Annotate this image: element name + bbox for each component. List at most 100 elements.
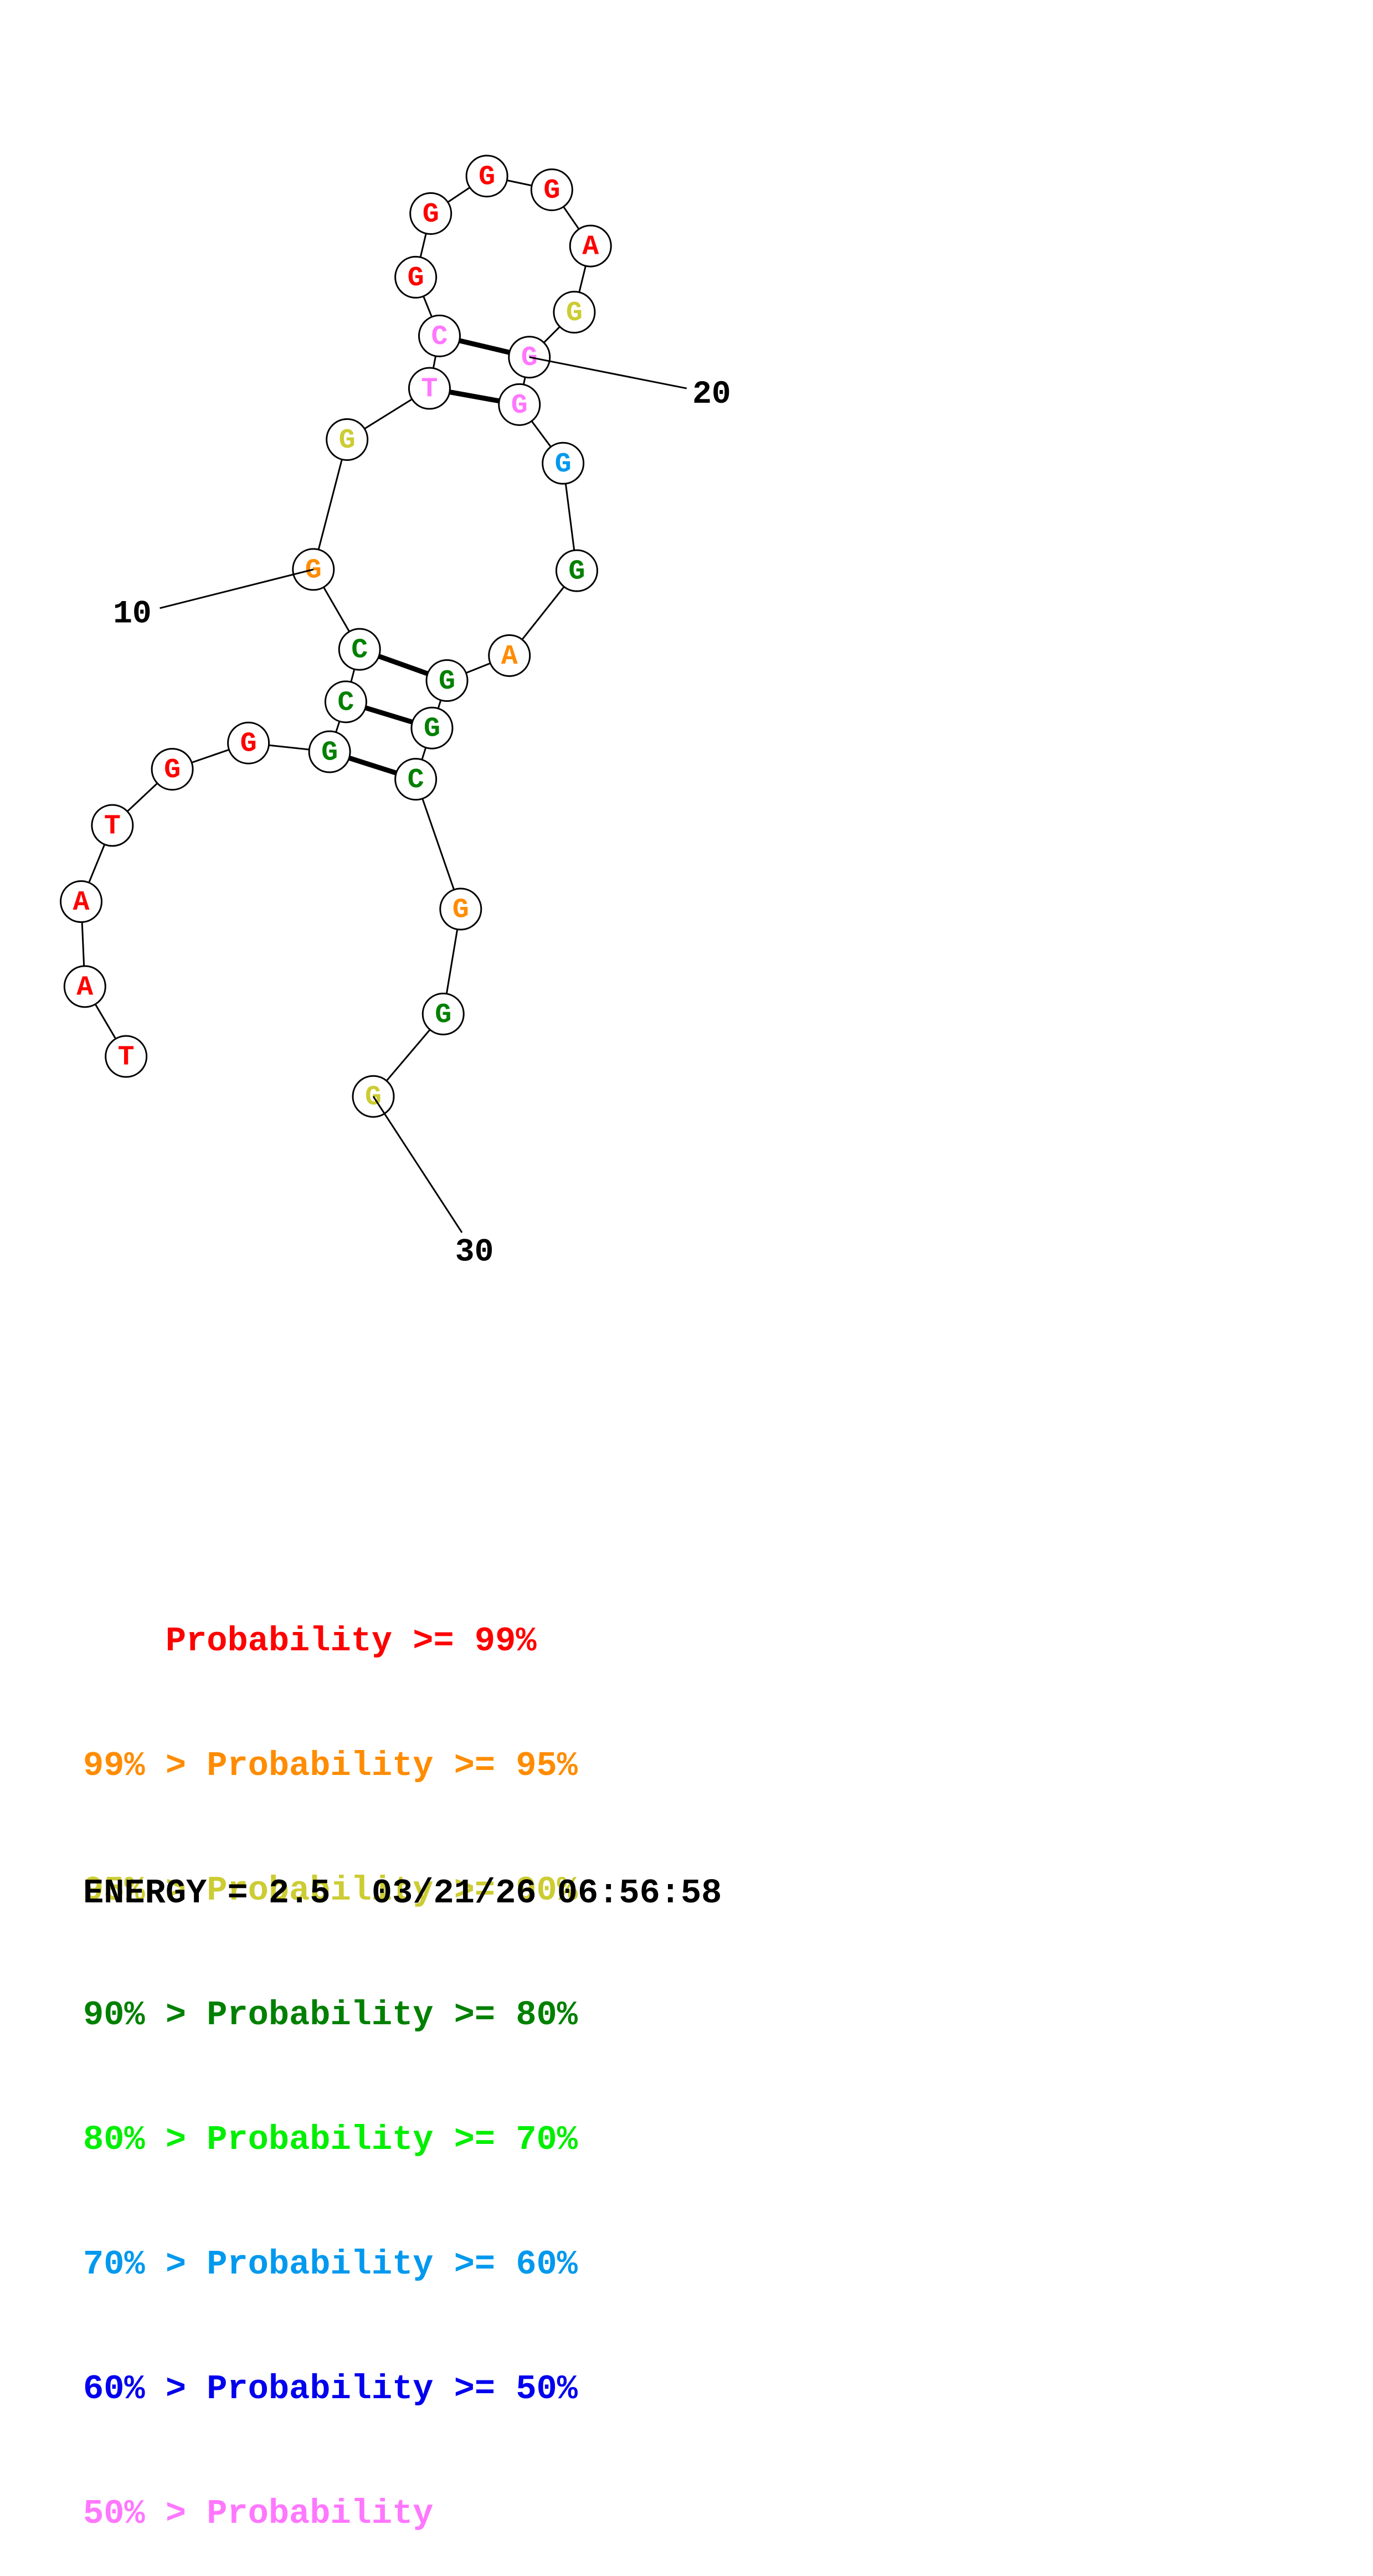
nucleotide: G xyxy=(394,255,438,299)
nucleotide-base: A xyxy=(501,641,518,673)
nucleotide-base: G xyxy=(424,714,440,745)
nucleotide-circle xyxy=(421,992,465,1035)
nucleotide-circle xyxy=(338,628,381,671)
nucleotide-base: G xyxy=(164,755,181,786)
nucleotide-circle xyxy=(63,965,106,1008)
nucleotide: G xyxy=(425,659,469,702)
nucleotide: T xyxy=(105,1035,148,1078)
nucleotide-circle xyxy=(569,224,612,268)
nucleotide-circle xyxy=(555,549,598,592)
nucleotide-circle xyxy=(394,758,438,801)
legend-line: 99% > Probability >= 95% xyxy=(83,1746,578,1785)
nucleotide: G xyxy=(308,730,351,773)
nucleotide-base: G xyxy=(408,263,424,294)
nucleotide-base: G xyxy=(568,556,585,588)
probability-legend: Probability >= 99% 99% > Probability >= … xyxy=(83,1537,578,2576)
nucleotide-circle xyxy=(542,442,585,485)
backbone-segment xyxy=(312,439,348,570)
nucleotide-circle xyxy=(418,314,461,357)
nucleotide-base: T xyxy=(421,374,438,406)
nucleotide-base: A xyxy=(73,887,90,918)
legend-line: 70% > Probability >= 60% xyxy=(83,2245,578,2284)
nucleotide-base: T xyxy=(104,811,121,843)
nucleotide: G xyxy=(326,418,369,461)
nucleotide-circle xyxy=(409,192,452,235)
nucleotide-base: A xyxy=(582,232,599,263)
nucleotide-base: G xyxy=(321,737,338,769)
nucleotide: C xyxy=(338,628,381,671)
nucleotide-base: G xyxy=(566,297,583,329)
nucleotide: G xyxy=(542,442,585,485)
position-tick xyxy=(160,568,314,609)
nucleotide-base: A xyxy=(76,972,93,1003)
nucleotide-base: C xyxy=(431,321,448,353)
nucleotide-base: G xyxy=(439,666,455,697)
position-tick xyxy=(529,356,687,389)
legend-line: 50% > Probability xyxy=(83,2494,434,2533)
nucleotide-circle xyxy=(227,721,270,764)
nucleotide-circle xyxy=(308,730,351,773)
nucleotide: A xyxy=(60,880,103,923)
legend-line: Probability >= 99% xyxy=(83,1621,537,1661)
nucleotide-base: C xyxy=(337,687,354,719)
nucleotide-base: C xyxy=(351,635,368,666)
position-label: 20 xyxy=(692,377,731,413)
nucleotide: G xyxy=(151,748,194,791)
energy-and-timestamp: ENERGY = 2.5 03/21/26 06:56:58 xyxy=(83,1874,722,1913)
nucleotide-base: G xyxy=(339,425,356,456)
nucleotide: G xyxy=(555,549,598,592)
nucleotide-circle xyxy=(465,155,508,198)
nucleotide: G xyxy=(410,706,454,750)
nucleotide-circle xyxy=(91,804,134,847)
nucleotide-base: G xyxy=(435,999,451,1031)
nucleotide-circle xyxy=(151,748,194,791)
nucleotide-base: G xyxy=(423,199,439,230)
nucleotide-base: G xyxy=(555,449,572,480)
nucleotide: G xyxy=(465,155,508,198)
nucleotide-circle xyxy=(498,383,541,426)
nucleotide-base: G xyxy=(452,895,469,926)
legend-line: 60% > Probability >= 50% xyxy=(83,2369,578,2409)
nucleotide-base: G xyxy=(240,728,257,760)
nucleotide: G xyxy=(553,291,596,334)
nucleotide: G xyxy=(439,887,482,931)
position-label-layer: 10 20 30 xyxy=(113,356,731,1270)
nucleotide-circle xyxy=(408,367,451,410)
nucleotide-circle xyxy=(553,291,596,334)
legend-line: 95% > Probability >= 90% xyxy=(83,1871,578,1910)
nucleotide-base: C xyxy=(408,764,424,796)
nucleotide-circle xyxy=(60,880,103,923)
nucleotide-circle xyxy=(425,659,469,702)
nucleotide-circle xyxy=(394,255,438,299)
nucleotide-circle xyxy=(324,680,367,723)
nucleotide-circle xyxy=(410,706,454,750)
nucleotide-circle xyxy=(326,418,369,461)
legend-line: 90% > Probability >= 80% xyxy=(83,1995,578,2035)
nucleotide: G xyxy=(498,383,541,426)
nucleotide: G xyxy=(227,721,270,764)
nucleotide: T xyxy=(408,367,451,410)
nucleotide: T xyxy=(91,804,134,847)
nucleotide: C xyxy=(418,314,461,357)
nucleotide: C xyxy=(394,758,438,801)
nucleotide-circle xyxy=(530,168,573,212)
nucleotide: C xyxy=(324,680,367,723)
nucleotide-base: G xyxy=(511,390,528,422)
position-label: 30 xyxy=(455,1234,494,1270)
nucleotide: G xyxy=(409,192,452,235)
nucleotide-circle xyxy=(105,1035,148,1078)
nucleotide: G xyxy=(530,168,573,212)
nucleotide-circle xyxy=(439,887,482,931)
nucleotide-circle xyxy=(488,634,531,677)
nucleotide-base: G xyxy=(543,175,560,207)
nucleotide: A xyxy=(63,965,106,1008)
position-label: 10 xyxy=(113,597,152,633)
nucleotide: A xyxy=(488,634,531,677)
nucleotide: A xyxy=(569,224,612,268)
backbone-segment xyxy=(415,779,462,910)
nucleotide-base: G xyxy=(479,161,495,193)
position-tick xyxy=(372,1096,463,1233)
nucleotide: G xyxy=(421,992,465,1035)
